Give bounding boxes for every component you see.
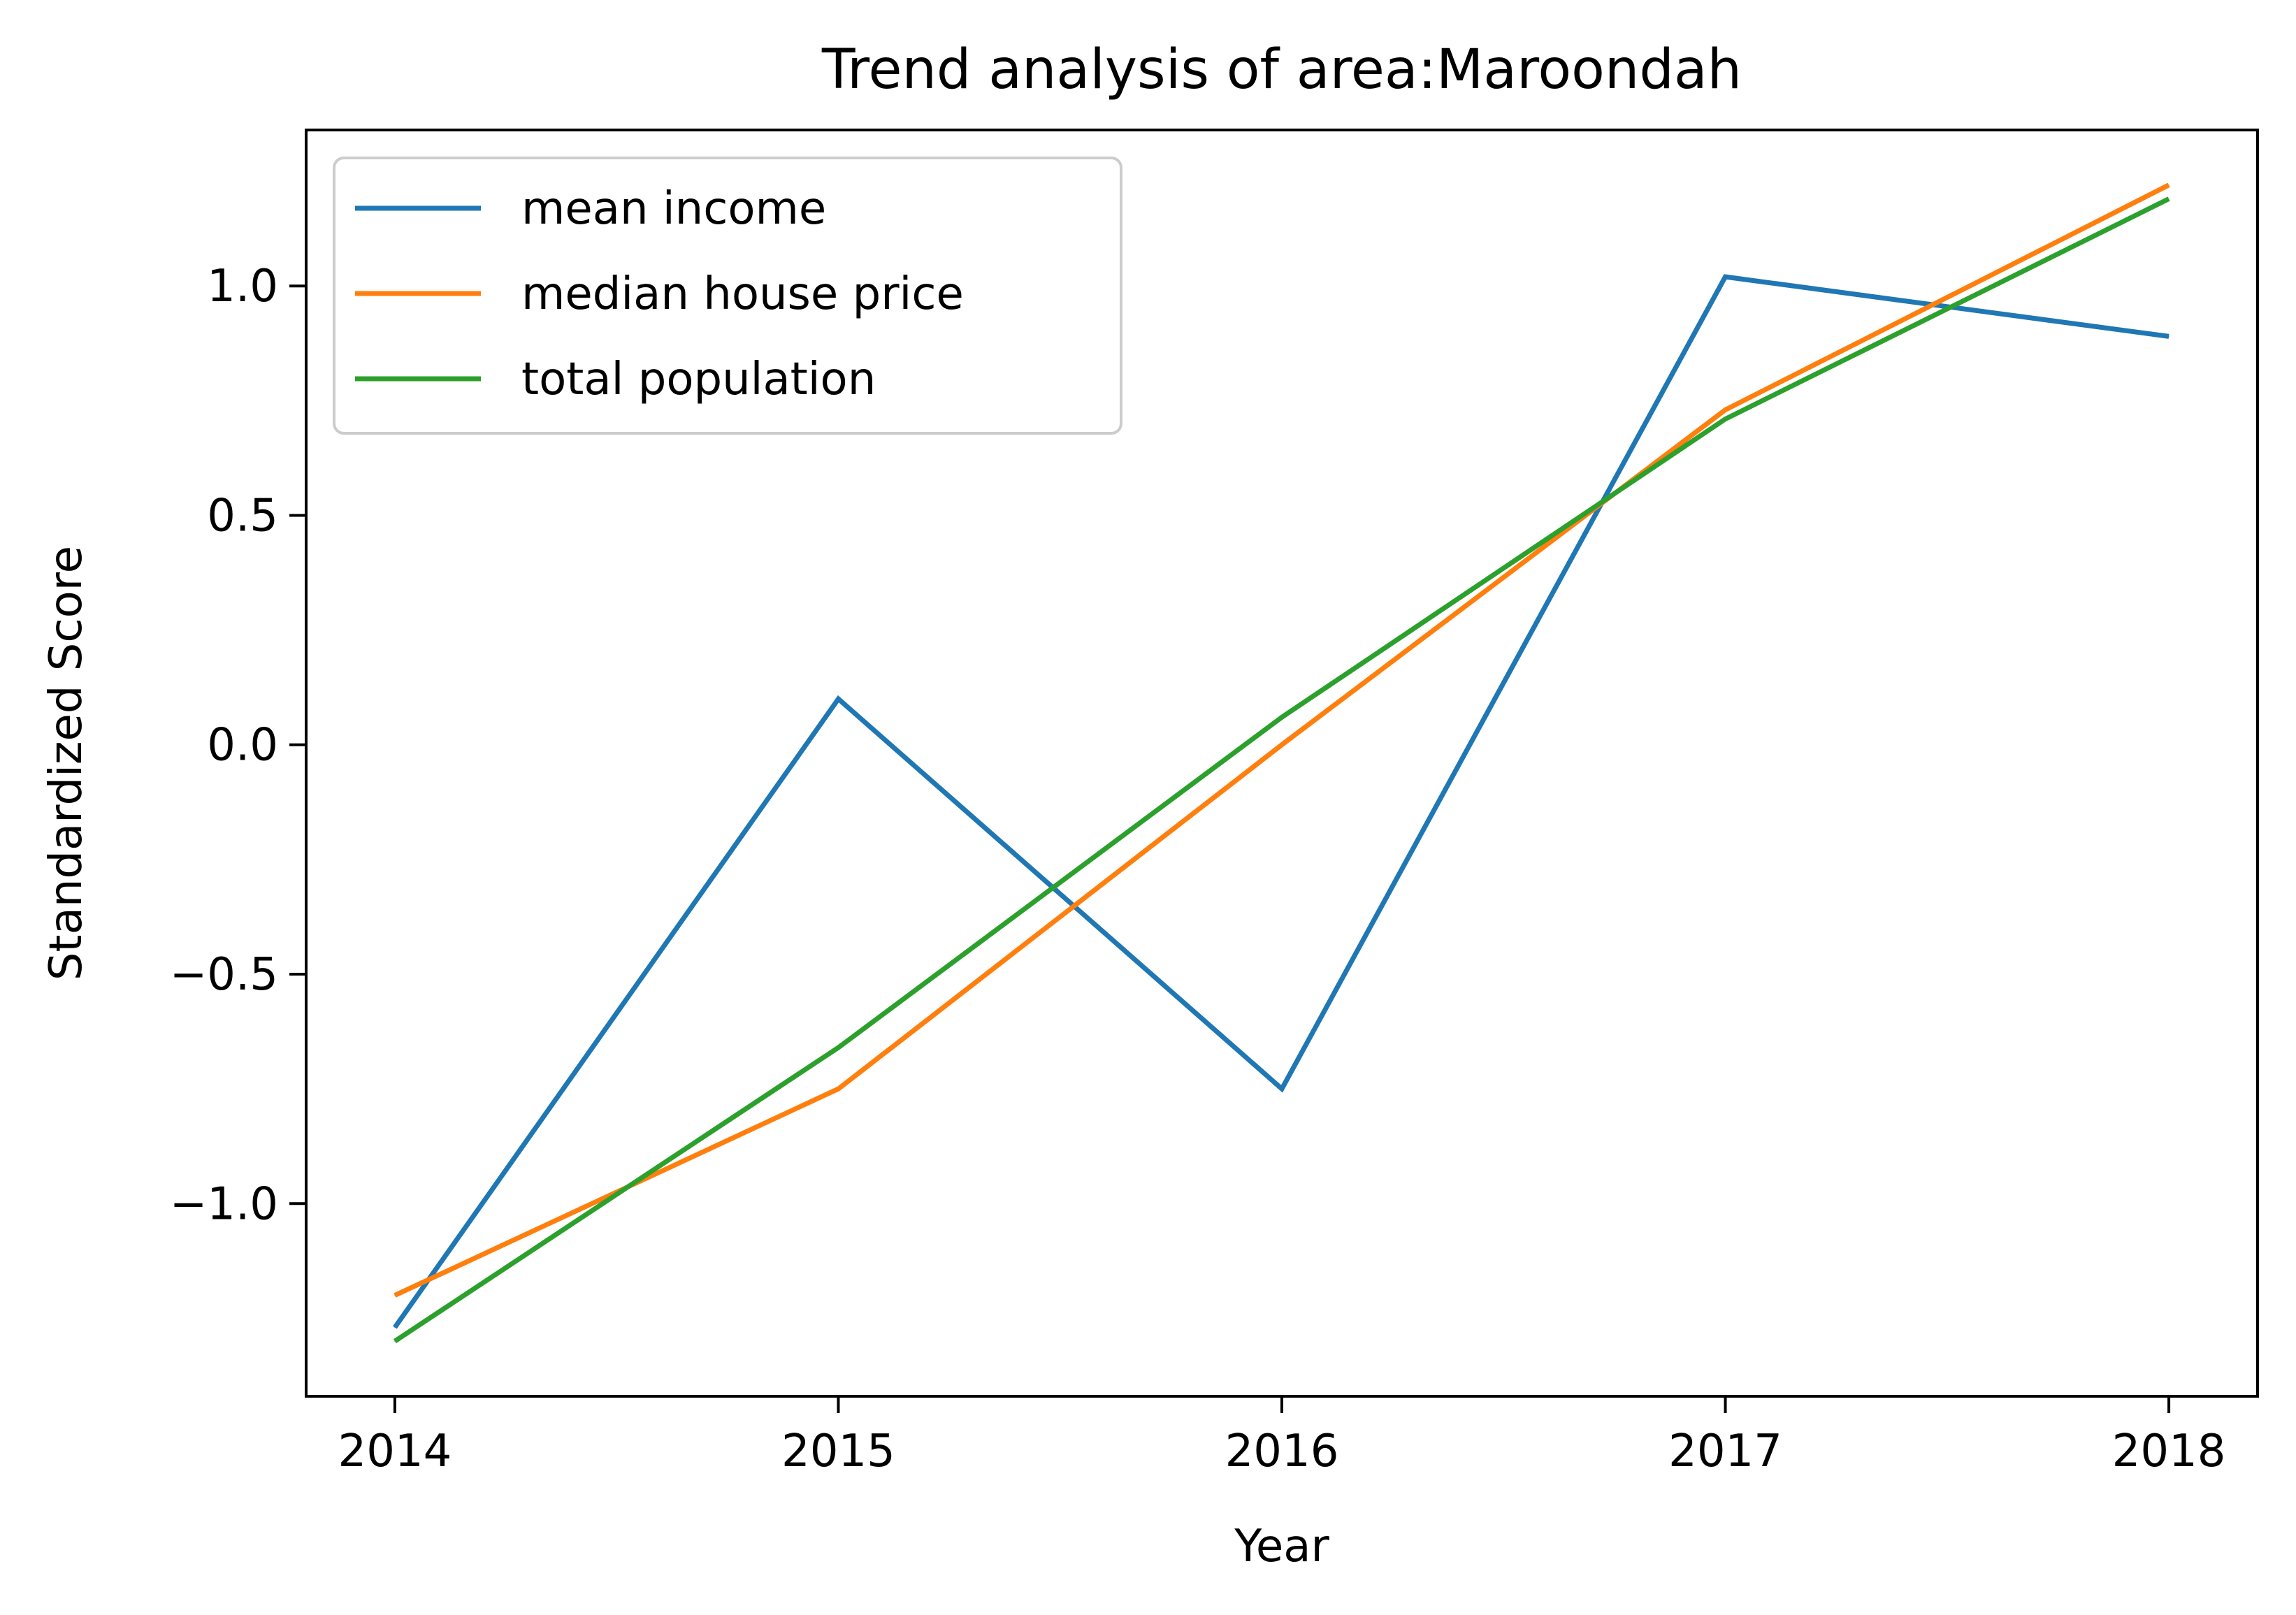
legend: mean income median house price total popul…	[333, 157, 1122, 435]
data-point-mean-income	[837, 698, 839, 700]
legend-box	[333, 157, 1122, 435]
data-point-total-population	[1281, 716, 1283, 718]
x-axis-label: Year	[1234, 1521, 1329, 1572]
y-tick-label: 0.5	[207, 490, 278, 542]
series-layer	[393, 182, 2170, 1344]
data-point-median-house-price	[394, 1295, 396, 1296]
x-tick-label: 2014	[338, 1426, 452, 1477]
y-axis-label: Standardized Score	[41, 546, 92, 980]
y-tick-label: −1.0	[170, 1178, 278, 1230]
legend-label-total-population: total population	[521, 354, 876, 405]
x-tick-label: 2015	[781, 1426, 895, 1477]
data-point-median-house-price	[1281, 744, 1283, 746]
x-tick-label: 2016	[1225, 1426, 1339, 1477]
y-tick-label: 1.0	[207, 261, 278, 312]
chart-title: Trend analysis of area:Maroondah	[821, 38, 1742, 101]
data-point-mean-income	[394, 1327, 396, 1328]
x-axis: 2014 2015 2016 2017 2018	[338, 1396, 2226, 1477]
y-axis: −1.0 −0.5 0.0 0.5 1.0	[170, 261, 306, 1230]
y-tick-label: 0.0	[207, 720, 278, 772]
data-point-total-population	[394, 1340, 396, 1342]
x-tick-label: 2018	[2112, 1426, 2226, 1477]
legend-label-median-house-price: median house price	[521, 268, 964, 320]
legend-label-mean-income: mean income	[521, 183, 826, 235]
y-tick-label: −0.5	[170, 949, 278, 1001]
x-tick-label: 2017	[1668, 1426, 1782, 1477]
